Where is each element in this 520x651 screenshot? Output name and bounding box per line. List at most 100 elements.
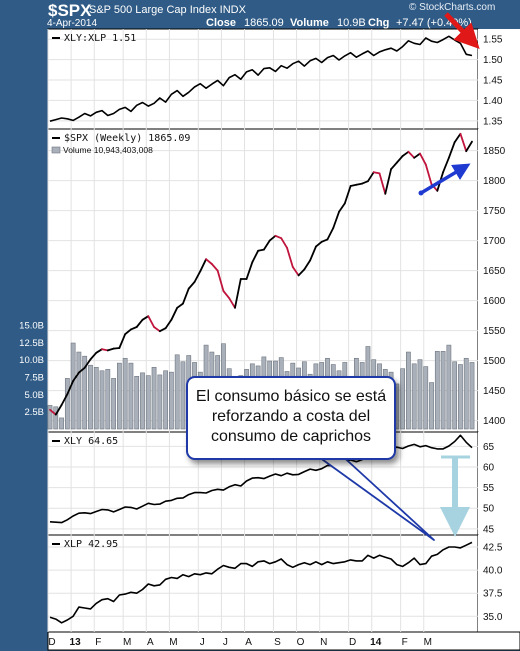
spx-segment (124, 328, 132, 336)
x-tick-label: J (223, 637, 228, 648)
spx-segment (303, 259, 312, 271)
volume-tick-label: 15.0B (19, 321, 44, 332)
spx-y-tick-label: 1450 (483, 386, 506, 397)
spx-segment (442, 156, 450, 174)
spx-segment (158, 327, 167, 333)
volume-label: Volume (290, 17, 329, 29)
xly-axis-area (478, 432, 520, 535)
spx-segment (419, 152, 427, 166)
spx-segment (459, 132, 468, 153)
xly-line (49, 434, 473, 524)
spx-segment (135, 318, 144, 328)
xly-y-tick-label: 55 (483, 483, 495, 494)
spx-segment (343, 185, 352, 205)
spx-segment (367, 171, 375, 183)
ratio-y-tick-label: 1.55 (483, 35, 503, 46)
xly-y-tick-label: 65 (483, 442, 495, 453)
spx-segment (251, 249, 260, 264)
x-tick-label: 14 (370, 637, 382, 648)
volume-bar (116, 362, 122, 430)
close-value: 1865.09 (244, 17, 284, 29)
spx-y-tick-label: 1800 (483, 176, 506, 187)
spx-y-tick-label: 1700 (483, 236, 506, 247)
spx-segment (465, 140, 473, 153)
ratio-panel-label: XLY:XLP 1.51 (64, 33, 136, 44)
close-label: Close (206, 17, 236, 29)
volume-bar (47, 405, 53, 430)
spx-segment (453, 132, 462, 144)
spx-y-tick-label: 1550 (483, 326, 506, 337)
volume-legend-swatch (51, 146, 61, 154)
spx-segment (338, 202, 346, 213)
volume-bar (458, 364, 463, 430)
spx-segment (60, 393, 69, 406)
xlp-panel-label: XLP 42.95 (64, 539, 118, 550)
spx-segment (407, 150, 416, 159)
x-tick-label: N (320, 637, 327, 648)
volume-bar (440, 351, 446, 430)
spx-segment (424, 163, 433, 186)
volume-bar (122, 357, 128, 430)
xlp-line (49, 541, 473, 624)
spx-segment (390, 161, 398, 171)
x-tick-label: 13 (70, 637, 82, 648)
spx-segment (280, 237, 288, 249)
x-tick-label: J (200, 637, 205, 648)
xly-panel-label: XLY 64.65 (64, 436, 118, 447)
volume-bar (128, 362, 134, 430)
spx-segment (210, 263, 219, 272)
volume-bar (82, 355, 88, 430)
spx-segment (372, 171, 381, 175)
spx-segment (153, 326, 161, 333)
x-tick-label: A (147, 637, 154, 648)
spx-segment (309, 245, 317, 262)
x-tick-label: D (48, 637, 55, 648)
spx-segment (355, 182, 364, 186)
volume-bar (411, 363, 417, 430)
spx-segment (320, 238, 329, 243)
spx-segment (101, 348, 109, 352)
date: 4-Apr-2014 (47, 18, 98, 29)
symbol: $SPX (48, 1, 92, 20)
x-tick-label: M (123, 637, 131, 648)
xly-y-tick-label: 60 (483, 463, 495, 474)
ratio-y-tick-label: 1.40 (483, 96, 503, 107)
spx-y-tick-label: 1650 (483, 266, 506, 277)
volume-tick-label: 12.5B (19, 338, 44, 349)
ratio-axis-area (478, 29, 520, 129)
spx-segment (72, 371, 80, 382)
volume-bar (452, 361, 458, 430)
x-tick-label: O (297, 637, 305, 648)
spx-segment (268, 234, 277, 242)
spx-y-tick-label: 1600 (483, 296, 506, 307)
xly-y-tick-label: 50 (483, 504, 495, 515)
volume-bar (446, 344, 452, 430)
spx-segment (182, 287, 190, 305)
volume-bar (163, 370, 168, 430)
spx-segment (234, 278, 242, 309)
spx-segment (147, 315, 155, 328)
spx-segment (222, 290, 231, 300)
ratio-line (49, 35, 473, 122)
spx-segment (401, 150, 410, 157)
spx-segment (141, 315, 150, 321)
volume-bar (417, 359, 423, 430)
spx-segment (378, 172, 387, 195)
spx-segment (332, 210, 340, 229)
ratio-y-tick-label: 1.35 (483, 116, 503, 127)
volume-bar (99, 370, 105, 430)
xlp-axis-area (478, 535, 520, 632)
volume-bar (180, 361, 186, 430)
volume-bar (157, 374, 163, 430)
spx-segment (216, 269, 225, 292)
spx-segment (89, 351, 98, 361)
spx-y-tick-label: 1400 (483, 416, 506, 427)
spx-segment (447, 141, 456, 159)
volume-bar (76, 351, 82, 430)
x-tick-label: F (95, 637, 101, 648)
spx-segment (384, 168, 392, 195)
spx-segment (395, 155, 404, 164)
spx-segment (245, 261, 254, 280)
volume-bar (88, 364, 93, 430)
x-tick-label: F (402, 637, 408, 648)
